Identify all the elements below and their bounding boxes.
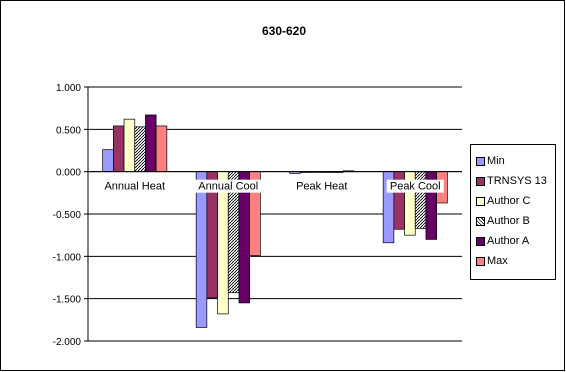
axes: 1.000 0.500 0.000 -0.500 -1.000 -1.500 -2.000 A… (53, 83, 462, 348)
bar (134, 126, 146, 173)
legend-item: Author A (476, 234, 529, 248)
bar (112, 125, 125, 173)
legend-item: Min (476, 154, 505, 168)
x-tick-label-bg (193, 179, 263, 193)
y-tick-label: -1.000 (53, 252, 82, 263)
legend-label: Author C (487, 195, 531, 207)
y-tick-label: 0.000 (56, 168, 81, 179)
legend-label: Max (487, 255, 508, 267)
legend-item: TRNSYS 13 (476, 174, 547, 188)
x-tick-label-bg (386, 179, 444, 193)
bar (123, 118, 136, 173)
legend-swatch (476, 176, 485, 186)
legend-label: Min (487, 155, 505, 167)
x-tick-label: Annual Cool (198, 181, 258, 193)
y-tick-label: 0.500 (56, 125, 81, 136)
bar (145, 114, 157, 173)
legend-label: Author B (487, 215, 530, 227)
x-tick-label-group: Peak Heat (293, 179, 351, 193)
chart-title: 630-620 (262, 24, 306, 38)
bar (102, 149, 114, 173)
bars (102, 114, 448, 328)
x-tick-label-bg (100, 179, 170, 193)
y-tick-label: 1.000 (56, 83, 81, 94)
x-tick-label-group: Annual Heat (100, 179, 170, 193)
y-tick-label: -1.500 (53, 295, 82, 306)
bar (217, 171, 229, 315)
legend-item: Author C (476, 194, 530, 208)
x-tick-label-group: Annual Cool (193, 179, 263, 193)
legend-label: TRNSYS 13 (487, 175, 547, 187)
bar (155, 125, 168, 173)
x-tick-label: Peak Heat (296, 181, 347, 193)
x-tick-label: Peak Cool (390, 181, 441, 193)
legend-swatch (476, 156, 485, 166)
legend-swatch (476, 236, 485, 246)
legend-swatch (476, 256, 485, 266)
legend-item: Max (476, 254, 508, 268)
bar (195, 171, 208, 328)
x-tick-label-bg (293, 179, 351, 193)
x-tick-label-group: Peak Cool (386, 179, 444, 193)
legend-item: Author B (476, 214, 530, 228)
y-tick-label: -2.000 (53, 337, 82, 348)
legend: Min TRNSYS 13 Author C Author B Author A Max (470, 144, 556, 280)
legend-swatch (476, 216, 485, 226)
legend-swatch (476, 196, 485, 206)
y-tick-label: -0.500 (53, 210, 82, 221)
x-tick-label: Annual Heat (104, 181, 165, 193)
legend-label: Author A (487, 235, 530, 247)
